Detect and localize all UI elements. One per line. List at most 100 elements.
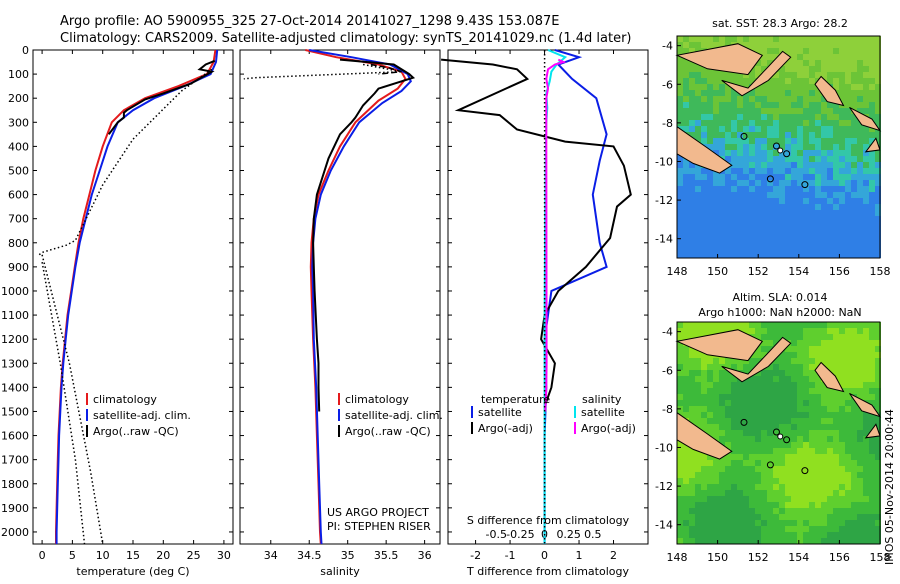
map-cell [827,138,833,144]
map-cell [827,186,833,192]
map-cell [737,126,743,132]
map-cell [851,418,857,424]
map-cell [851,84,857,90]
map-cell [707,394,713,400]
map-cell [767,96,773,102]
map-cell [701,222,707,228]
map-cell [791,382,797,388]
map-cell [683,36,689,42]
map-cell [857,186,863,192]
map-cell [761,150,767,156]
map-cell [743,108,749,114]
map-cell [755,246,761,252]
map-cell [779,240,785,246]
map-cell [755,394,761,400]
map-cell [683,222,689,228]
map-cell [803,532,809,538]
map-cell [821,454,827,460]
map-cell [845,388,851,394]
map-cell [713,72,719,78]
map-cell [791,204,797,210]
map-cell [749,382,755,388]
map-cell [821,394,827,400]
map-cell [767,382,773,388]
map-cell [707,478,713,484]
map-cell [803,36,809,42]
map-cell [689,508,695,514]
map-cell [863,478,869,484]
map-cell [785,108,791,114]
map-cell [755,198,761,204]
map-cell [749,394,755,400]
map-cell [803,376,809,382]
map-cell [701,394,707,400]
map-cell [797,532,803,538]
map-cell [851,204,857,210]
map-cell [809,424,815,430]
map-cell [827,478,833,484]
map-cell [731,216,737,222]
map-cell [767,204,773,210]
map-cell [809,192,815,198]
map-cell [695,412,701,418]
map-cell [731,526,737,532]
map-cell [743,204,749,210]
map-y-tick-label: -10 [655,441,673,454]
map-cell [701,240,707,246]
map-cell [869,66,875,72]
map-cell [791,526,797,532]
map-cell [683,240,689,246]
map-cell [737,192,743,198]
map-cell [785,502,791,508]
map-cell [863,460,869,466]
map-cell [809,60,815,66]
map-cell [785,418,791,424]
map-cell [797,216,803,222]
map-cell [869,340,875,346]
map-cell [749,502,755,508]
map-cell [779,156,785,162]
map-cell [863,334,869,340]
map-cell [869,394,875,400]
map-cell [797,430,803,436]
map-cell [683,66,689,72]
map-cell [791,358,797,364]
map-cell [719,114,725,120]
map-cell [683,460,689,466]
map-cell [779,174,785,180]
map-cell [809,246,815,252]
map-cell [725,102,731,108]
map-cell [749,78,755,84]
map-cell [791,520,797,526]
map-cell [779,490,785,496]
map-cell [713,508,719,514]
map-cell [713,538,719,544]
map-cell [833,132,839,138]
map-cell [869,460,875,466]
map-cell [785,66,791,72]
map-cell [791,60,797,66]
map-cell [791,102,797,108]
map-cell [725,78,731,84]
map-cell [767,90,773,96]
map-cell [755,454,761,460]
x-tick-label: -1 [505,549,516,562]
map-cell [857,526,863,532]
map-cell [773,102,779,108]
map-cell [827,144,833,150]
map-cell [845,126,851,132]
map-cell [797,102,803,108]
map-cell [875,252,881,258]
map-cell [731,322,737,328]
map-cell [731,120,737,126]
map-cell [851,448,857,454]
map-cell [797,460,803,466]
map-cell [791,72,797,78]
map-cell [743,126,749,132]
map-cell [809,132,815,138]
map-cell [857,478,863,484]
x-tick-label: 1 [576,549,583,562]
map-cell [749,204,755,210]
map-cell [869,96,875,102]
map-cell [743,42,749,48]
